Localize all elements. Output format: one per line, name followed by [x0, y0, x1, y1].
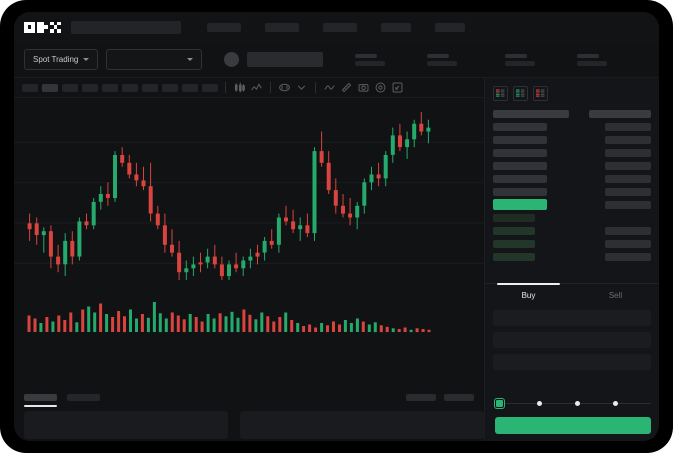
- timeframe-10[interactable]: [202, 83, 218, 92]
- orderbook-ask-row[interactable]: [493, 120, 651, 133]
- orderbook-view-toggles: [485, 78, 659, 107]
- last-price-highlight: [493, 199, 547, 210]
- orderbook-ask-row[interactable]: [493, 146, 651, 159]
- stat-block-1: [355, 53, 386, 66]
- chevron-down-icon: [187, 58, 194, 61]
- ticker-price-block: [247, 52, 324, 67]
- timeframe-9[interactable]: [182, 83, 198, 92]
- orderbook-ask-row[interactable]: [493, 159, 651, 172]
- stepper-node-active[interactable]: [495, 398, 504, 408]
- camera-icon[interactable]: [357, 81, 370, 94]
- trade-form-fields: [493, 310, 651, 376]
- orderbook-bid-row[interactable]: [493, 211, 651, 224]
- orderbook-view-both-icon[interactable]: [493, 86, 508, 101]
- bottom-tab-2[interactable]: [67, 393, 100, 401]
- okx-logo[interactable]: [24, 21, 61, 33]
- orderbook-bid-row[interactable]: [493, 250, 651, 263]
- toolbar-divider: [270, 82, 271, 93]
- orderbook-last-price-row[interactable]: [493, 198, 651, 211]
- order-price-input[interactable]: [493, 310, 651, 326]
- market-type-select[interactable]: Spot Trading: [24, 49, 99, 70]
- trade-form-tabs: Buy Sell: [485, 283, 659, 307]
- chevron-down-icon[interactable]: [295, 81, 308, 94]
- trend-line-icon[interactable]: [323, 81, 336, 94]
- timeframe-8[interactable]: [162, 83, 178, 92]
- line-chart-icon[interactable]: [250, 81, 263, 94]
- orderbook-view-asks-icon[interactable]: [533, 86, 548, 101]
- tab-buy[interactable]: Buy: [485, 283, 572, 307]
- bottom-panel-1[interactable]: [24, 411, 228, 439]
- fullscreen-icon[interactable]: [391, 81, 404, 94]
- timeframe-4[interactable]: [82, 83, 98, 92]
- header-search-input[interactable]: [71, 20, 181, 34]
- orderbook-ask-row[interactable]: [493, 172, 651, 185]
- stepper-node-4[interactable]: [613, 400, 618, 406]
- candlestick-chart-icon[interactable]: [233, 81, 246, 94]
- orderbook-header-row: [493, 107, 651, 120]
- market-type-label: Spot Trading: [33, 55, 79, 64]
- tab-sell[interactable]: Sell: [608, 291, 623, 300]
- tablet-screen: Spot Trading: [14, 12, 659, 441]
- toolbar-divider: [315, 82, 316, 93]
- bottom-tab-bar: [14, 387, 484, 407]
- timeframe-3[interactable]: [62, 83, 78, 92]
- stat-block-3: [505, 53, 536, 66]
- bottom-panels: [24, 411, 484, 439]
- timeframe-6[interactable]: [122, 83, 138, 92]
- orderbook-bid-row[interactable]: [493, 237, 651, 250]
- nav-item-3[interactable]: [323, 22, 357, 32]
- volume-svg: [27, 302, 431, 333]
- orderbook-rows: [485, 107, 659, 263]
- settings-icon[interactable]: [374, 81, 387, 94]
- pair-coin-avatar: [224, 52, 240, 67]
- orderbook-panel: Buy Sell: [484, 78, 659, 441]
- order-total-input[interactable]: [493, 354, 651, 370]
- orderbook-bid-row[interactable]: [493, 224, 651, 237]
- stat-block-4: [577, 53, 608, 66]
- orderbook-ask-row[interactable]: [493, 185, 651, 198]
- nav-item-1[interactable]: [207, 22, 241, 32]
- timeframe-1[interactable]: [22, 83, 38, 92]
- pair-selector[interactable]: [106, 49, 203, 70]
- indicators-icon[interactable]: [278, 81, 291, 94]
- chart-toolbar: [14, 78, 659, 98]
- trading-app: Spot Trading: [14, 12, 659, 441]
- amount-percent-stepper[interactable]: [495, 397, 651, 409]
- order-amount-input[interactable]: [493, 332, 651, 348]
- stepper-node-3[interactable]: [575, 400, 580, 406]
- stepper-node-2[interactable]: [537, 400, 542, 406]
- nav-item-4[interactable]: [381, 22, 411, 32]
- orderbook-view-bids-icon[interactable]: [513, 86, 528, 101]
- bottom-tab-1[interactable]: [24, 393, 57, 407]
- chevron-down-icon: [83, 58, 90, 61]
- nav-item-5[interactable]: [435, 22, 465, 32]
- orderbook-ask-row[interactable]: [493, 133, 651, 146]
- bottom-action-1[interactable]: [406, 393, 436, 401]
- candlestick-svg: [14, 112, 484, 280]
- timeframe-7[interactable]: [142, 83, 158, 92]
- price-chart[interactable]: [14, 98, 484, 395]
- nav-item-2[interactable]: [265, 22, 299, 32]
- timeframe-5[interactable]: [102, 83, 118, 92]
- bottom-panel-2[interactable]: [239, 411, 484, 439]
- market-subheader: Spot Trading: [14, 42, 659, 78]
- stat-block-2: [427, 53, 458, 66]
- timeframe-2[interactable]: [42, 83, 58, 92]
- app-header: [14, 12, 659, 42]
- submit-order-button[interactable]: [495, 417, 651, 434]
- ruler-icon[interactable]: [340, 81, 353, 94]
- bottom-action-2[interactable]: [444, 393, 474, 401]
- toolbar-divider: [225, 82, 226, 93]
